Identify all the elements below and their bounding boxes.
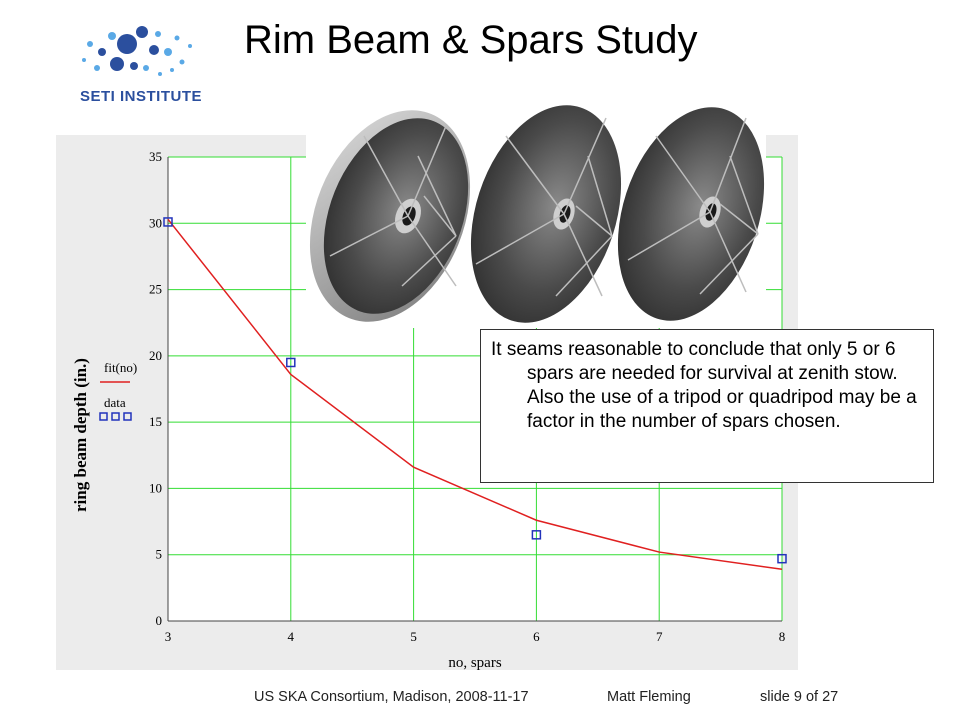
- dish-with-rim-beam: [309, 110, 471, 322]
- callout-text: It seams reasonable to conclude that onl…: [491, 339, 917, 432]
- dish-illustrations: [306, 96, 766, 328]
- y-tick-label: 20: [149, 348, 162, 363]
- x-axis-label: no, spars: [448, 655, 501, 670]
- footer-page-number: slide 9 of 27: [760, 689, 839, 705]
- x-tick-label: 4: [288, 629, 295, 644]
- footer-event: US SKA Consortium, Madison, 2008-11-17: [254, 689, 529, 705]
- data-point: [531, 530, 542, 540]
- legend-data-marker: [99, 412, 108, 421]
- x-tick-label: 3: [165, 629, 172, 644]
- y-tick-label: 25: [149, 282, 162, 297]
- y-axis-label: ring beam depth (in.): [71, 358, 90, 512]
- logo-text: SETI INSTITUTE: [80, 88, 203, 105]
- y-tick-label: 0: [156, 613, 163, 628]
- legend-data-marker: [123, 412, 132, 421]
- x-tick-label: 7: [656, 629, 663, 644]
- x-tick-label: 5: [410, 629, 417, 644]
- legend-data-marker: [111, 412, 120, 421]
- y-tick-label: 30: [149, 215, 162, 230]
- x-tick-label: 6: [533, 629, 540, 644]
- y-tick-label: 35: [149, 149, 162, 164]
- legend-data-label: data: [104, 395, 126, 410]
- y-tick-label: 15: [149, 414, 162, 429]
- conclusion-callout: It seams reasonable to conclude that onl…: [480, 329, 934, 483]
- dish-spars-2: [617, 107, 765, 321]
- seti-logo: [82, 26, 192, 76]
- dish-spars-1: [470, 105, 622, 323]
- data-point: [163, 217, 173, 227]
- x-tick-label: 8: [779, 629, 786, 644]
- data-point: [286, 357, 296, 368]
- fit-line: [167, 218, 783, 571]
- legend-fit-label: fit(no): [104, 360, 137, 375]
- slide-title: Rim Beam & Spars Study: [244, 18, 698, 62]
- data-point: [777, 553, 787, 564]
- y-tick-label: 10: [149, 480, 162, 495]
- footer-author: Matt Fleming: [607, 689, 691, 705]
- y-tick-label: 5: [156, 547, 163, 562]
